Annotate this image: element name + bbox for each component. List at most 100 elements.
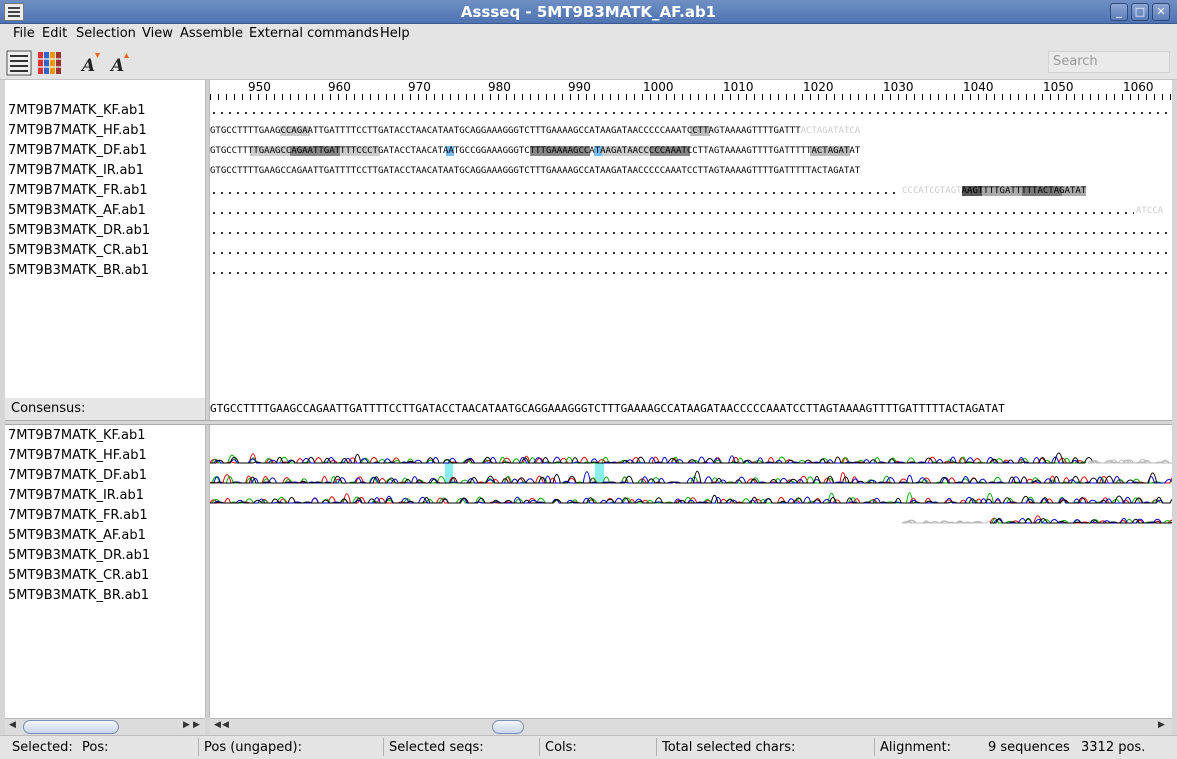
- scroll-right-icon[interactable]: ▶: [193, 720, 200, 730]
- sequence-name[interactable]: 5MT9B3MATK_DR.ab1: [8, 223, 151, 238]
- status-separator: [874, 738, 875, 756]
- trace-name[interactable]: 7MT9B7MATK_DF.ab1: [8, 468, 147, 483]
- ruler-label: 970: [408, 80, 431, 94]
- ruler-ticks: [210, 94, 1172, 100]
- trace-line: [210, 470, 1158, 484]
- sequence-name[interactable]: 7MT9B7MATK_IR.ab1: [8, 163, 144, 178]
- status-selected: Selected:: [12, 740, 73, 755]
- vertical-splitter[interactable]: [205, 425, 210, 718]
- status-pos: Pos:: [82, 740, 109, 755]
- menu-view[interactable]: View: [142, 26, 173, 41]
- trace-name[interactable]: 5MT9B3MATK_AF.ab1: [8, 528, 146, 543]
- sequence-bases: GTGCCTTTTGAAGCCAGAATTGATTTTCCTTGATACCTAA…: [210, 126, 801, 136]
- minimize-button[interactable]: _: [1110, 3, 1128, 21]
- menu-edit[interactable]: Edit: [42, 26, 68, 41]
- trace-line: [989, 515, 1172, 524]
- sequence-row-dots: [210, 222, 1172, 240]
- font-decrease-icon[interactable]: A: [107, 50, 133, 76]
- status-alignment: Alignment:: [880, 740, 951, 755]
- maximize-button[interactable]: □: [1131, 3, 1149, 21]
- ruler-label: 1020: [803, 80, 834, 94]
- trace-name[interactable]: 7MT9B7MATK_HF.ab1: [8, 448, 147, 463]
- ruler-label: 1000: [643, 80, 674, 94]
- sequence-name[interactable]: 7MT9B7MATK_FR.ab1: [8, 183, 148, 198]
- trace-line: [990, 517, 1172, 524]
- trace-line: [210, 452, 1094, 464]
- trace-line: [1088, 459, 1170, 464]
- trace-names-panel: 7MT9B7MATK_KF.ab1 7MT9B7MATK_HF.ab1 7MT9…: [5, 425, 205, 718]
- window-title: Assseq - 5MT9B3MATK_AF.ab1: [460, 3, 717, 21]
- sequence-bases: GTGCCTTTTGAAGCCAGAATTGATTTTCCTTGATACCTAA…: [210, 166, 861, 176]
- trace-name[interactable]: 7MT9B7MATK_IR.ab1: [8, 488, 144, 503]
- svg-text:A: A: [80, 56, 95, 76]
- sequence-bases: GTGCCTTTTGAAGCCAGAATTGATTTTCCCTGATACCTAA…: [210, 146, 861, 156]
- sequence-row: GTGCCTTTTGAAGCCAGAATTGATTTTCCTTGATACCTAA…: [210, 162, 1172, 180]
- alignment-panel[interactable]: 950 960 970 980 990 1000 1010 1020 1030 …: [210, 80, 1172, 420]
- menu-help[interactable]: Help: [380, 26, 410, 41]
- sequence-names-panel: 7MT9B7MATK_KF.ab1 7MT9B7MATK_HF.ab1 7MT9…: [5, 80, 205, 398]
- sequence-name[interactable]: 7MT9B7MATK_KF.ab1: [8, 103, 146, 118]
- vertical-splitter[interactable]: [205, 80, 210, 420]
- status-cols: Cols:: [545, 740, 577, 755]
- sequence-row: GTGCCTTTTGAAGCCAGAATTGATTTTCCTTGATACCTAA…: [210, 122, 1172, 140]
- trace-line: [901, 520, 994, 524]
- toolbar: A A: [0, 46, 1177, 80]
- status-separator: [656, 738, 657, 756]
- ruler-label: 1010: [723, 80, 754, 94]
- trace-highlight: [445, 463, 453, 483]
- ruler-label: 1050: [1043, 80, 1074, 94]
- status-separator: [383, 738, 384, 756]
- alignment-view-icon[interactable]: [6, 50, 32, 76]
- sequence-row-dots: [210, 182, 900, 200]
- trace-name[interactable]: 5MT9B3MATK_CR.ab1: [8, 568, 150, 583]
- scroll-right-icon[interactable]: ▶: [1158, 720, 1165, 730]
- sequence-bases-faint: CCCATCGTAGT: [902, 186, 962, 196]
- font-increase-icon[interactable]: A: [78, 50, 104, 76]
- trace-line: [902, 519, 983, 524]
- menu-file[interactable]: File: [13, 26, 35, 41]
- status-sequence-count: 9 sequences: [988, 740, 1070, 755]
- ruler-label: 1060: [1123, 80, 1154, 94]
- alignment-horizontal-scrollbar[interactable]: ◀ ◀ ▶: [210, 718, 1172, 735]
- chromatogram-traces: [210, 452, 1172, 524]
- sequence-name[interactable]: 5MT9B3MATK_AF.ab1: [8, 203, 146, 218]
- scroll-left-icon[interactable]: ◀: [214, 720, 221, 730]
- sequence-name[interactable]: 5MT9B3MATK_BR.ab1: [8, 263, 150, 278]
- ruler-label: 960: [328, 80, 351, 94]
- status-pos-ungaped: Pos (ungaped):: [204, 740, 302, 755]
- ruler-label: 1030: [883, 80, 914, 94]
- close-button[interactable]: ✕: [1152, 3, 1170, 21]
- status-selected-seqs: Selected seqs:: [389, 740, 484, 755]
- horizontal-splitter[interactable]: [5, 420, 1172, 425]
- menu-selection[interactable]: Selection: [76, 26, 136, 41]
- menu-assemble[interactable]: Assemble: [180, 26, 243, 41]
- sequence-row: GTGCCTTTTGAAGCCAGAATTGATTTTCCCTGATACCTAA…: [210, 142, 1172, 160]
- sequence-name[interactable]: 5MT9B3MATK_CR.ab1: [8, 243, 150, 258]
- trace-name[interactable]: 7MT9B7MATK_FR.ab1: [8, 508, 148, 523]
- trace-name[interactable]: 7MT9B7MATK_KF.ab1: [8, 428, 146, 443]
- svg-text:A: A: [109, 56, 124, 76]
- status-total-chars: Total selected chars:: [662, 740, 796, 755]
- names-horizontal-scrollbar[interactable]: ◀ ▶ ▶: [5, 718, 205, 735]
- sequence-row-dots: [210, 202, 1134, 220]
- menu-external-commands[interactable]: External commands: [249, 26, 379, 41]
- ruler-label: 990: [568, 80, 591, 94]
- consensus-sequence: GTGCCTTTTGAAGCCAGAATTGATTTTCCTTGATACCTAA…: [210, 398, 1172, 420]
- trace-name[interactable]: 5MT9B3MATK_DR.ab1: [8, 548, 151, 563]
- search-input[interactable]: Search: [1048, 51, 1170, 73]
- sequence-name[interactable]: 7MT9B7MATK_DF.ab1: [8, 143, 147, 158]
- scroll-left-icon[interactable]: ◀: [222, 720, 229, 730]
- trace-name[interactable]: 5MT9B3MATK_BR.ab1: [8, 588, 150, 603]
- app-icon: [4, 3, 24, 21]
- sequence-row-dots: [210, 242, 1172, 260]
- scroll-left-icon[interactable]: ◀: [9, 720, 16, 730]
- color-view-icon[interactable]: [36, 50, 62, 76]
- title-bar: Assseq - 5MT9B3MATK_AF.ab1 _ □ ✕: [0, 0, 1177, 24]
- sequence-name[interactable]: 7MT9B7MATK_HF.ab1: [8, 123, 147, 138]
- scrollbar-thumb[interactable]: [23, 720, 119, 734]
- scroll-right-icon[interactable]: ▶: [183, 720, 190, 730]
- scrollbar-thumb[interactable]: [492, 720, 524, 734]
- ruler-label: 980: [488, 80, 511, 94]
- sequence-bases-faint: ATCCA: [1136, 206, 1164, 216]
- chromatogram-panel[interactable]: [210, 425, 1172, 718]
